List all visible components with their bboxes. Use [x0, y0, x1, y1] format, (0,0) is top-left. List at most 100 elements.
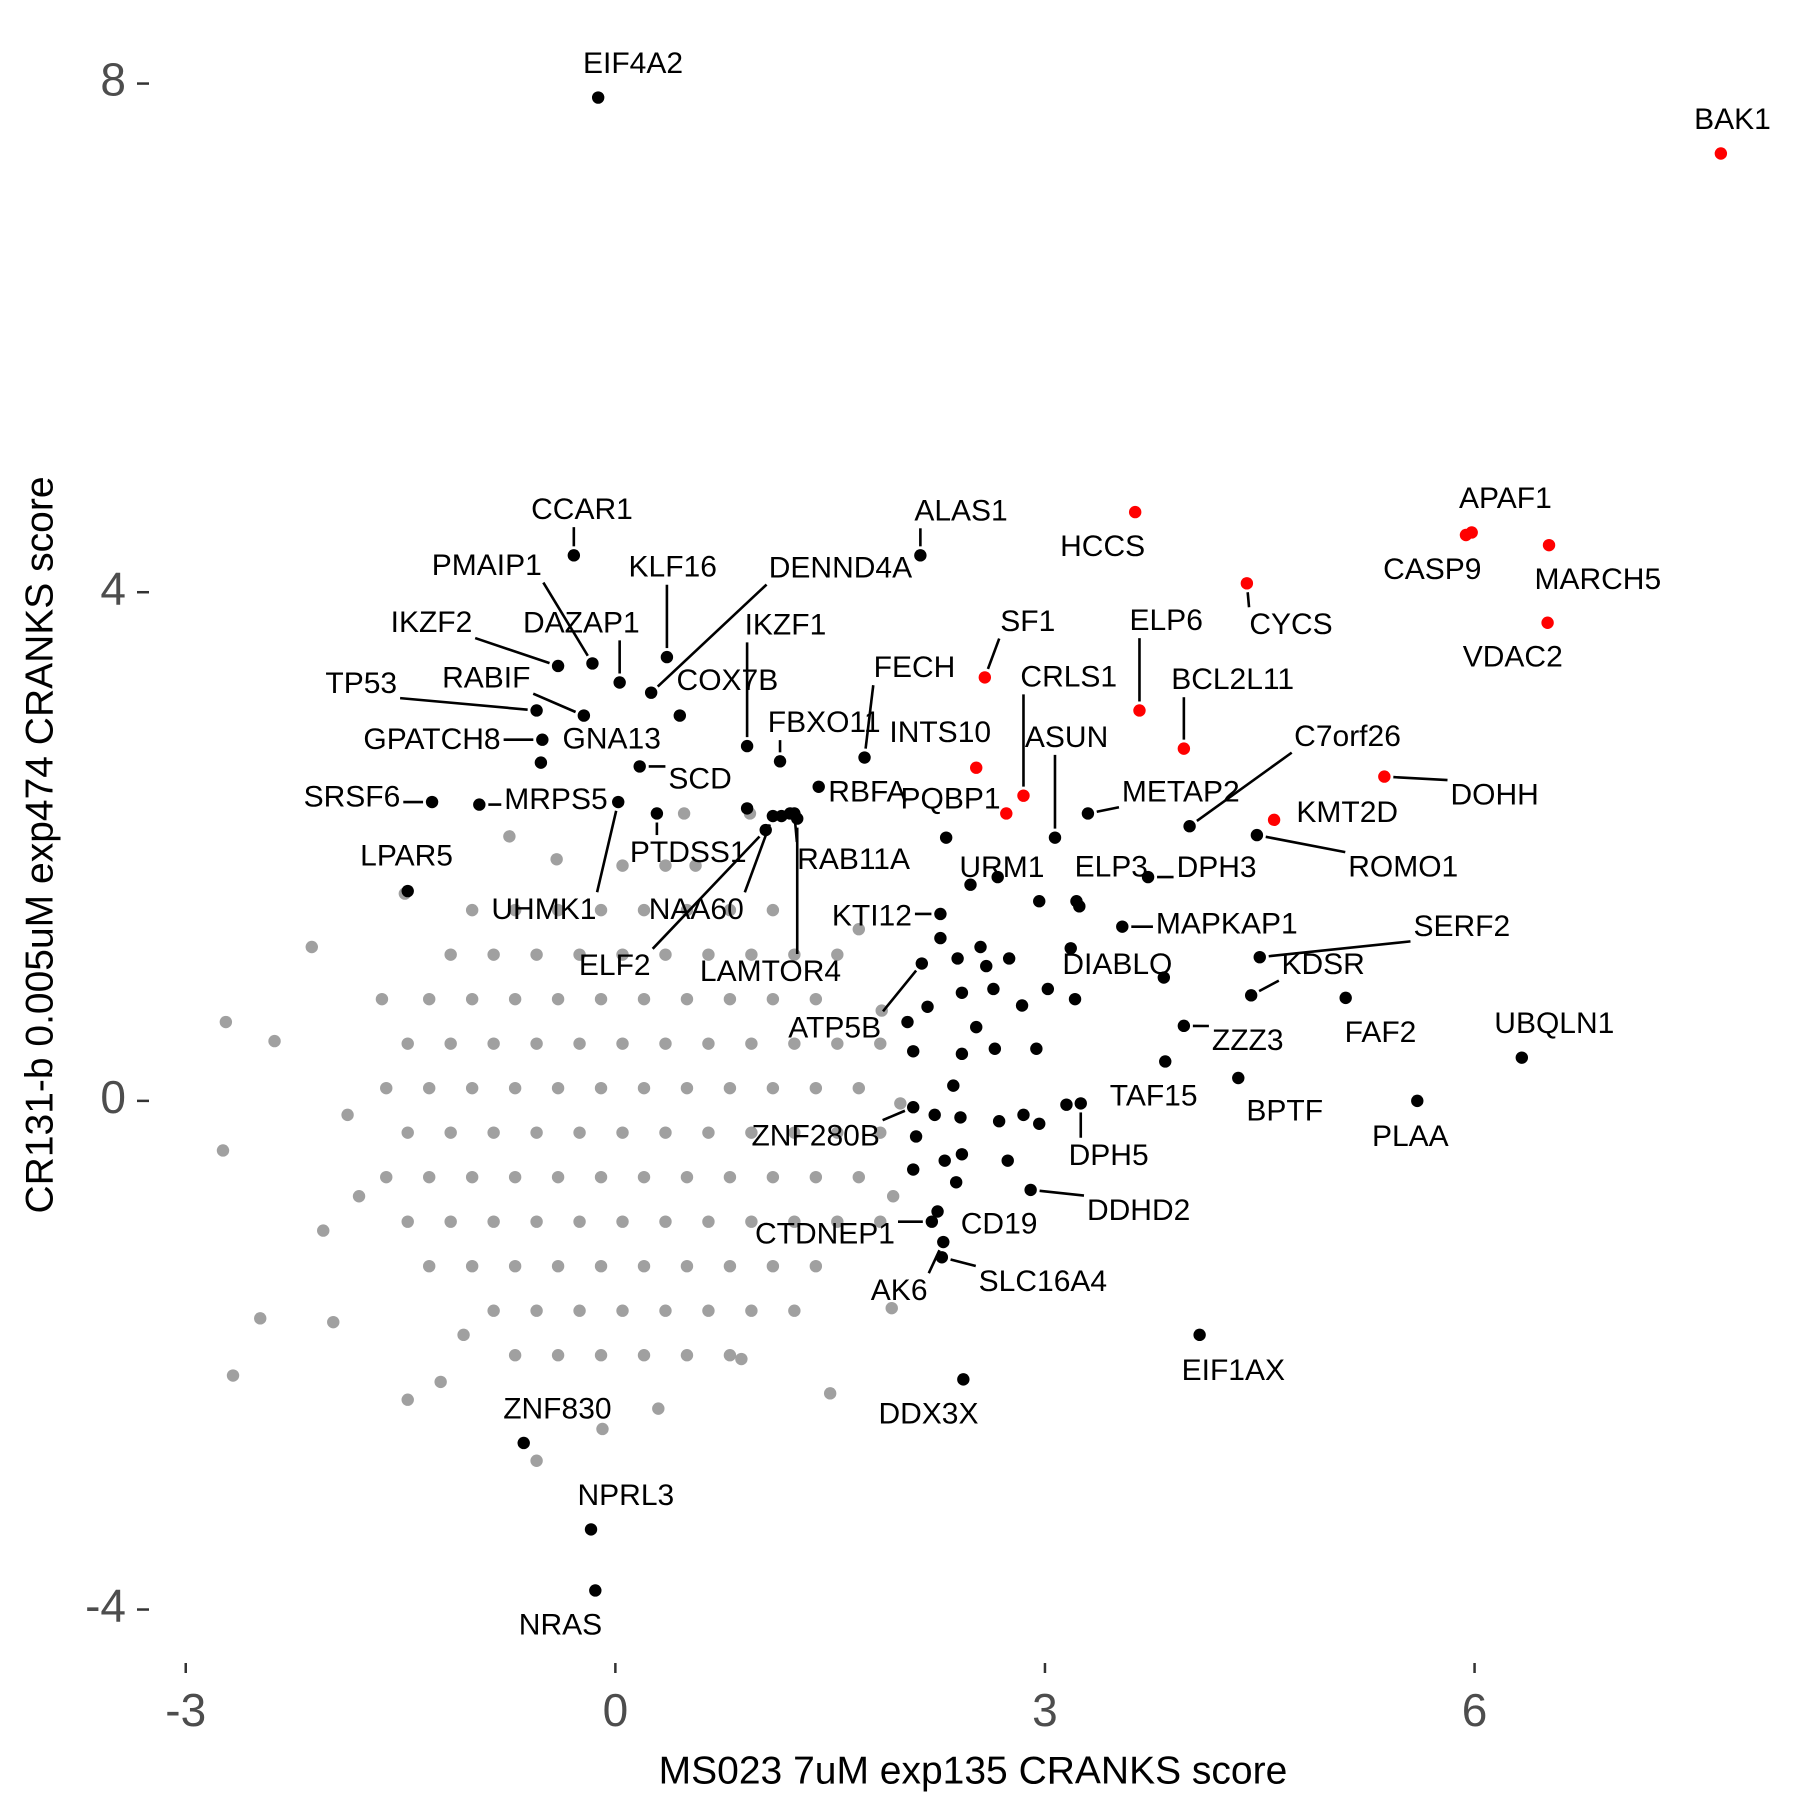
point: [1075, 1097, 1087, 1109]
leader-line: [1097, 807, 1119, 811]
point: [974, 941, 986, 953]
point: [1245, 989, 1257, 1001]
point: [1024, 1184, 1036, 1196]
point: [681, 1260, 693, 1272]
leader-line: [951, 1260, 976, 1266]
point: [810, 1260, 822, 1272]
point: [1715, 147, 1727, 159]
point: [457, 1329, 469, 1341]
point: [509, 1171, 521, 1183]
point-label: TAF15: [1110, 1079, 1198, 1112]
point: [1411, 1095, 1423, 1107]
point: [1378, 770, 1390, 782]
point: [907, 1101, 919, 1113]
point: [659, 1215, 671, 1227]
point: [487, 1126, 499, 1138]
point: [1178, 742, 1190, 754]
point: [645, 686, 657, 698]
point: [724, 1171, 736, 1183]
point: [947, 1079, 959, 1091]
point: [1000, 807, 1012, 819]
point: [702, 1215, 714, 1227]
point: [402, 885, 414, 897]
point: [788, 1304, 800, 1316]
point: [993, 1115, 1005, 1127]
point: [552, 1171, 564, 1183]
point: [466, 1260, 478, 1272]
leader-line: [883, 971, 916, 1012]
point-label: DAZAP1: [523, 606, 640, 639]
leader-line: [1248, 592, 1249, 607]
point: [950, 1176, 962, 1188]
point: [220, 1016, 232, 1028]
point: [423, 993, 435, 1005]
point: [810, 1082, 822, 1094]
point: [518, 1437, 530, 1449]
point: [1254, 951, 1266, 963]
point: [735, 1353, 747, 1365]
leader-line: [1259, 981, 1279, 991]
point: [651, 807, 663, 819]
point: [1033, 1118, 1045, 1130]
point-label: AK6: [871, 1274, 928, 1307]
point: [681, 1349, 693, 1361]
point: [402, 1215, 414, 1227]
point: [1082, 807, 1094, 819]
point: [1070, 895, 1082, 907]
point: [466, 1082, 478, 1094]
point-label: SF1: [1000, 605, 1055, 638]
point: [681, 993, 693, 1005]
point-label: UBQLN1: [1494, 1007, 1614, 1040]
point: [306, 941, 318, 953]
point: [887, 1190, 899, 1202]
point: [987, 983, 999, 995]
point: [824, 1387, 836, 1399]
point: [910, 1130, 922, 1142]
point: [1017, 1109, 1029, 1121]
point: [530, 1304, 542, 1316]
point: [767, 810, 779, 822]
point: [444, 1126, 456, 1138]
leader-line: [1040, 1191, 1084, 1196]
point: [509, 993, 521, 1005]
point: [616, 859, 628, 871]
point: [444, 1037, 456, 1049]
point: [767, 1260, 779, 1272]
point: [573, 1215, 585, 1227]
point-label: HCCS: [1060, 530, 1145, 563]
point: [767, 1082, 779, 1094]
point: [661, 651, 673, 663]
point: [1049, 831, 1061, 843]
point: [659, 1037, 671, 1049]
leader-line: [475, 638, 549, 663]
point: [724, 1260, 736, 1272]
point-label: PTDSS1: [630, 836, 747, 869]
point-label: RBFA: [828, 776, 906, 809]
point-label: KTI12: [832, 899, 912, 932]
point-label: COX7B: [677, 664, 779, 697]
point: [1516, 1051, 1528, 1063]
point: [573, 1304, 585, 1316]
point-label: DDHD2: [1087, 1194, 1190, 1227]
point-label: NRAS: [519, 1608, 602, 1641]
point: [254, 1312, 266, 1324]
point: [767, 1171, 779, 1183]
point: [951, 952, 963, 964]
point-label: UHMK1: [491, 893, 596, 926]
point-label: LPAR5: [360, 839, 453, 872]
point: [473, 798, 485, 810]
point: [487, 1215, 499, 1227]
point: [423, 1082, 435, 1094]
point: [402, 1126, 414, 1138]
point: [227, 1369, 239, 1381]
point: [317, 1224, 329, 1236]
point: [1042, 983, 1054, 995]
point: [595, 904, 607, 916]
point: [853, 1171, 865, 1183]
x-tick-label: -3: [165, 1684, 206, 1736]
point-label: BPTF: [1246, 1095, 1323, 1128]
point: [487, 948, 499, 960]
point: [1183, 820, 1195, 832]
point: [659, 1304, 671, 1316]
point: [638, 993, 650, 1005]
